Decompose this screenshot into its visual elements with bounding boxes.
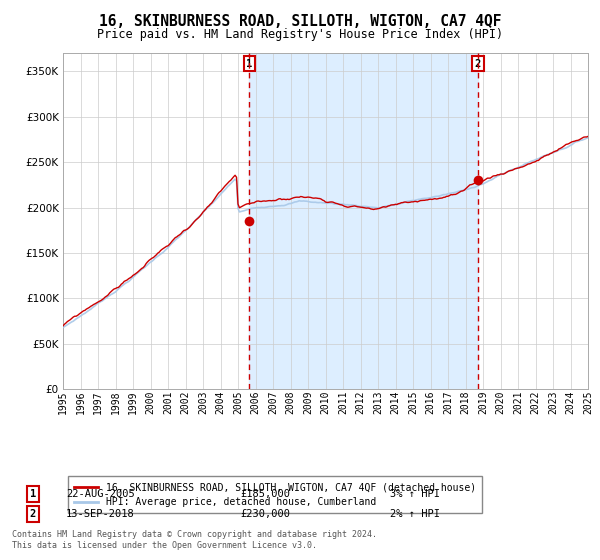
Text: 13-SEP-2018: 13-SEP-2018 (66, 509, 135, 519)
Text: 2% ↑ HPI: 2% ↑ HPI (390, 509, 440, 519)
Text: Contains HM Land Registry data © Crown copyright and database right 2024.: Contains HM Land Registry data © Crown c… (12, 530, 377, 539)
Text: 1: 1 (246, 59, 253, 69)
Text: This data is licensed under the Open Government Licence v3.0.: This data is licensed under the Open Gov… (12, 541, 317, 550)
Text: Price paid vs. HM Land Registry's House Price Index (HPI): Price paid vs. HM Land Registry's House … (97, 28, 503, 41)
Text: 16, SKINBURNESS ROAD, SILLOTH, WIGTON, CA7 4QF: 16, SKINBURNESS ROAD, SILLOTH, WIGTON, C… (99, 14, 501, 29)
Legend: 16, SKINBURNESS ROAD, SILLOTH, WIGTON, CA7 4QF (detached house), HPI: Average pr: 16, SKINBURNESS ROAD, SILLOTH, WIGTON, C… (68, 477, 482, 513)
Text: 1: 1 (30, 489, 36, 499)
Text: 3% ↑ HPI: 3% ↑ HPI (390, 489, 440, 499)
Text: £230,000: £230,000 (240, 509, 290, 519)
Bar (250, 53, 478, 389)
Text: £185,000: £185,000 (240, 489, 290, 499)
Text: 22-AUG-2005: 22-AUG-2005 (66, 489, 135, 499)
Text: 2: 2 (30, 509, 36, 519)
Text: 2: 2 (475, 59, 481, 69)
